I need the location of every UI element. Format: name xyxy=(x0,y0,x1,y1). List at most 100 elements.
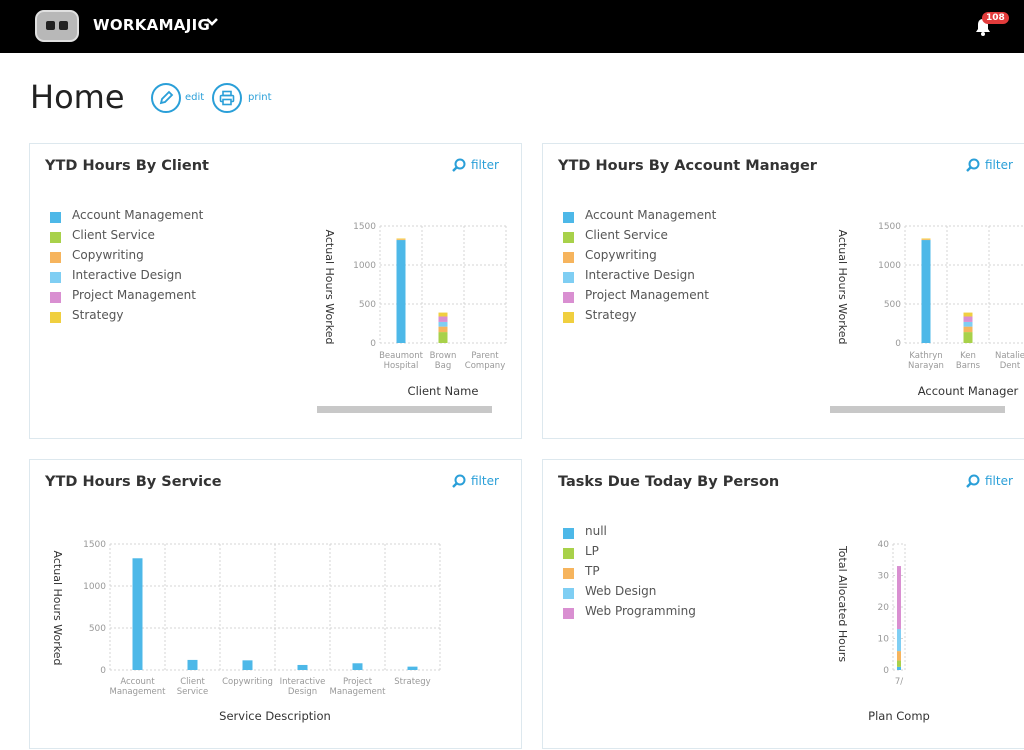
bar-segment xyxy=(897,666,901,670)
bar-segment xyxy=(921,238,931,240)
filter-label: filter xyxy=(471,158,499,172)
panel-tasks-due-today-by-person: Tasks Due Today By Person filter null LP… xyxy=(542,459,1024,749)
bar-segment xyxy=(963,332,973,343)
x-tick-label: Account xyxy=(120,677,155,687)
y-tick-label: 1500 xyxy=(353,222,376,232)
panel-title: YTD Hours By Service xyxy=(45,474,222,490)
x-axis-label: Account Manager xyxy=(918,384,1019,398)
x-tick-label: Design xyxy=(288,687,317,697)
y-tick-label: 1000 xyxy=(83,582,106,592)
bar-segment xyxy=(897,629,901,652)
app-logo-icon[interactable] xyxy=(35,10,79,42)
x-axis-label: Service Description xyxy=(219,709,331,723)
y-tick-label: 500 xyxy=(359,300,376,310)
x-tick-label: Management xyxy=(110,687,167,697)
x-tick-label: Barns xyxy=(956,361,981,371)
bar-segment xyxy=(897,566,901,630)
bar xyxy=(187,659,198,670)
bar-segment xyxy=(396,239,406,241)
ytd-hours-by-service-chart: 050010001500AccountManagementClientServi… xyxy=(51,540,441,723)
legend-swatch xyxy=(563,568,574,579)
bar-segment xyxy=(438,321,448,327)
x-tick-label: Project xyxy=(343,677,373,687)
bar-segment xyxy=(897,660,901,667)
bar-segment xyxy=(897,651,901,661)
bar xyxy=(297,664,308,670)
legend-swatch xyxy=(563,232,574,243)
legend-swatch xyxy=(563,252,574,263)
chart-horizontal-scrollbar[interactable] xyxy=(830,406,1005,413)
y-tick-label: 500 xyxy=(884,300,901,310)
legend-swatch xyxy=(563,212,574,223)
tasks-due-today-chart: 0 10 20 30 40 7/Total Allocated Hours Plan Com… xyxy=(836,540,930,723)
y-tick-label: 0 xyxy=(883,666,889,676)
chevron-down-icon[interactable] xyxy=(205,14,219,33)
pencil-icon xyxy=(159,90,174,105)
legend-swatch xyxy=(563,312,574,323)
chart-horizontal-scrollbar[interactable] xyxy=(317,406,492,413)
x-tick-label: Ken xyxy=(960,351,976,361)
filter-label: filter xyxy=(471,474,499,488)
bar-segment xyxy=(438,326,448,333)
x-tick-label: Bag xyxy=(435,361,451,371)
bar-segment xyxy=(438,332,448,343)
legend-swatch xyxy=(50,232,61,243)
legend-swatch xyxy=(563,528,574,539)
bar-segment xyxy=(921,240,931,343)
x-tick-label: Management xyxy=(330,687,387,697)
x-tick-label: Client xyxy=(180,677,205,687)
x-tick-label: Company xyxy=(465,361,505,371)
panel-title: Tasks Due Today By Person xyxy=(558,474,780,490)
y-tick-label: 0 xyxy=(895,339,901,349)
workspace-name[interactable]: WORKAMAJIG xyxy=(93,16,211,34)
x-tick-label: Hospital xyxy=(384,361,419,371)
bar-segment xyxy=(921,239,931,241)
edit-button[interactable] xyxy=(151,83,181,113)
print-button[interactable] xyxy=(212,83,242,113)
y-axis-label: Total Allocated Hours xyxy=(836,545,849,662)
y-tick-label: 500 xyxy=(89,624,106,634)
y-tick-label: 1000 xyxy=(878,261,901,271)
print-label[interactable]: print xyxy=(248,92,272,103)
legend-swatch xyxy=(563,608,574,619)
legend-swatch xyxy=(50,212,61,223)
panel-ytd-hours-by-client: YTD Hours By Client filter Account Manag… xyxy=(29,143,522,439)
panel-title: YTD Hours By Account Manager xyxy=(558,158,817,174)
y-tick-label: 10 xyxy=(878,635,890,645)
y-tick-label: 40 xyxy=(878,540,890,550)
bar-segment xyxy=(963,326,973,333)
legend-swatch xyxy=(50,292,61,303)
x-tick-label: Strategy xyxy=(394,677,430,687)
y-axis-label: Actual Hours Worked xyxy=(836,230,849,345)
bar-segment xyxy=(396,238,406,240)
filter-button[interactable]: filter xyxy=(966,158,1013,172)
filter-button[interactable]: filter xyxy=(452,158,499,172)
legend-swatch xyxy=(50,272,61,283)
x-tick-label: Parent xyxy=(471,351,499,361)
legend-swatch xyxy=(50,252,61,263)
bar xyxy=(407,666,418,670)
bar-segment xyxy=(396,240,406,343)
notification-count-badge[interactable]: 108 xyxy=(982,12,1009,24)
bar xyxy=(242,660,253,670)
bar-segment xyxy=(438,312,448,317)
y-tick-label: 0 xyxy=(370,339,376,349)
panel-ytd-hours-by-account-manager: YTD Hours By Account Manager filter Acco… xyxy=(542,143,1024,439)
x-tick-label: Narayan xyxy=(908,361,944,371)
filter-label: filter xyxy=(985,158,1013,172)
printer-icon xyxy=(219,90,235,106)
edit-label[interactable]: edit xyxy=(185,92,205,103)
x-axis-label: Client Name xyxy=(408,384,479,398)
search-icon xyxy=(452,158,466,172)
legend-swatch xyxy=(50,312,61,323)
x-tick-label: Kathryn xyxy=(909,351,942,361)
bar-segment xyxy=(438,316,448,322)
x-tick-label: Natalie xyxy=(995,351,1024,361)
page-title: Home xyxy=(30,78,125,116)
filter-button[interactable]: filter xyxy=(966,474,1013,488)
filter-label: filter xyxy=(985,474,1013,488)
x-tick-label: Beaumont xyxy=(379,351,424,361)
filter-button[interactable]: filter xyxy=(452,474,499,488)
